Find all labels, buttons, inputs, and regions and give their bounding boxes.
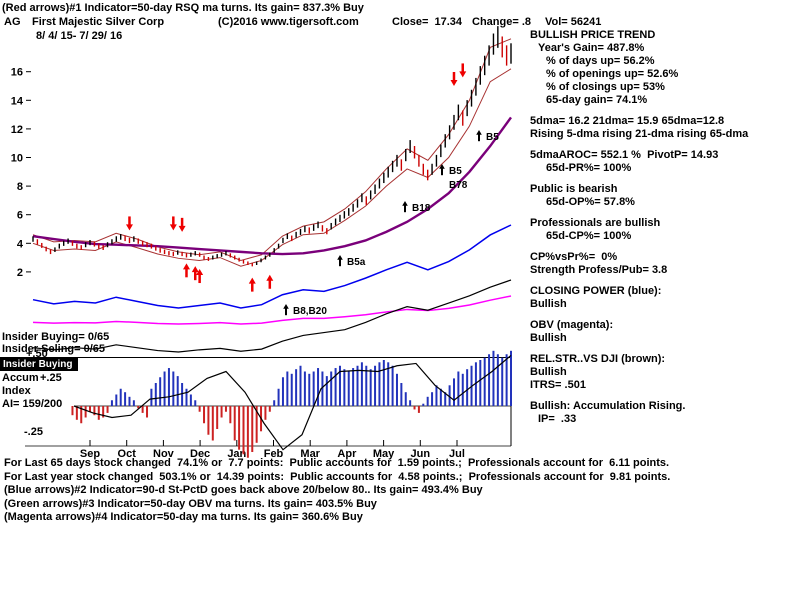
company-name: First Majestic Silver Corp xyxy=(32,16,165,28)
right-panel-line: Year's Gain= 487.8% xyxy=(538,42,645,54)
right-panel-line: 65d-PR%= 100% xyxy=(546,162,632,174)
footer-line: (Magenta arrows)#4 Indicator=50-day ma t… xyxy=(4,511,363,524)
volume-value: Vol= 56241 xyxy=(545,16,602,28)
svg-text:Jul: Jul xyxy=(449,448,465,460)
svg-text:B5a: B5a xyxy=(347,257,366,268)
footer-summary: For Last 65 days stock changed 74.1% or … xyxy=(4,457,800,525)
svg-text:Sep: Sep xyxy=(80,448,100,460)
right-panel-line: Bullish xyxy=(530,298,567,310)
right-panel-line: CLOSING POWER (blue): xyxy=(530,285,662,297)
right-panel-line: % of days up= 56.2% xyxy=(546,55,655,67)
svg-text:Jun: Jun xyxy=(411,448,431,460)
right-panel-line: CP%vsPr%= 0% xyxy=(530,251,618,263)
svg-text:Oct: Oct xyxy=(118,448,137,460)
right-panel-line: Bullish: Accumulation Rising. xyxy=(530,400,686,412)
svg-text:B5: B5 xyxy=(486,132,499,143)
svg-text:B78: B78 xyxy=(449,180,468,191)
accum-label: Accum xyxy=(2,372,39,384)
svg-text:B5: B5 xyxy=(449,166,462,177)
right-panel-line: ITRS= .501 xyxy=(530,379,586,391)
svg-text:Mar: Mar xyxy=(300,448,320,460)
svg-text:Feb: Feb xyxy=(264,448,284,460)
accum-axis-minus25: -.25 xyxy=(24,426,43,438)
right-panel-line: Professionals are bullish xyxy=(530,217,661,229)
insider-buying-box: Insider Buying xyxy=(0,358,78,371)
right-panel-line: Rising 5-dma rising 21-dma rising 65-dma xyxy=(530,128,749,140)
svg-text:4: 4 xyxy=(17,238,24,250)
svg-text:14: 14 xyxy=(11,95,24,107)
right-panel-line: 5dmaAROC= 552.1 % PivotP= 14.93 xyxy=(530,149,719,161)
right-panel-line: 5dma= 16.2 21dma= 15.9 65dma=12.8 xyxy=(530,115,725,127)
right-panel-line: 65-day gain= 74.1% xyxy=(546,94,648,106)
svg-text:Apr: Apr xyxy=(337,448,357,460)
accum-axis-plus25: +.25 xyxy=(40,372,62,384)
date-range: 8/ 4/ 15- 7/ 29/ 16 xyxy=(36,30,123,42)
right-panel-line: REL.STR..VS DJI (brown): xyxy=(530,353,666,365)
footer-line: (Blue arrows)#2 Indicator=90-d St-PctD g… xyxy=(4,484,483,497)
insider-selling-count: Insider Seling= 0/65 xyxy=(2,343,106,355)
right-panel-line: % of closings up= 53% xyxy=(546,81,665,93)
price-chart-svg: 2 4 6 8 10 12 14 16 Sep Oct Nov Dec Jan Feb Mar Apr May J… xyxy=(0,26,512,460)
right-panel-line: Strength Profess/Pub= 3.8 xyxy=(530,264,668,276)
close-price: Close= 17.34 xyxy=(392,16,463,28)
statistics-panel: BULLISH PRICE TREND Year's Gain= 487.8%% … xyxy=(530,29,798,426)
index-label: Index xyxy=(2,385,31,397)
svg-text:16: 16 xyxy=(11,67,23,79)
svg-text:May: May xyxy=(373,448,395,460)
footer-line: For Last year stock changed 503.1% or 14… xyxy=(4,470,671,483)
change-value: Change= .8 xyxy=(472,16,531,28)
svg-text:Nov: Nov xyxy=(153,448,175,460)
svg-text:6: 6 xyxy=(17,210,23,222)
insider-buying-count: Insider Buying= 0/65 xyxy=(2,331,110,343)
svg-text:10: 10 xyxy=(11,153,23,165)
svg-text:Dec: Dec xyxy=(190,448,210,460)
svg-text:B18: B18 xyxy=(412,203,431,214)
svg-text:12: 12 xyxy=(11,124,23,136)
footer-line: For Last 65 days stock changed 74.1% or … xyxy=(4,457,670,469)
right-panel-line: OBV (magenta): xyxy=(530,319,614,331)
footer-line: (Green arrows)#3 Indicator=50-day OBV ma… xyxy=(4,497,377,510)
svg-text:B8,B20: B8,B20 xyxy=(293,306,327,317)
indicator1-header: (Red arrows)#1 Indicator=50-day RSQ ma t… xyxy=(2,2,364,14)
right-panel-line: Bullish xyxy=(530,332,567,344)
right-panel-line: 65d-OP%= 57.8% xyxy=(546,196,635,208)
right-panel-line: BULLISH PRICE TREND xyxy=(530,29,656,41)
right-panel-line: Bullish xyxy=(530,366,567,378)
svg-text:Jan: Jan xyxy=(227,448,246,460)
ticker-symbol: AG xyxy=(4,16,21,28)
right-panel-line: % of openings up= 52.6% xyxy=(546,68,679,80)
right-panel-line: 65d-CP%= 100% xyxy=(546,230,632,242)
accum-axis-plus50: +.50 xyxy=(26,348,48,360)
accumulation-index-value: AI= 159/200 xyxy=(2,398,63,410)
copyright-text: (C)2016 www.tigersoft.com xyxy=(218,16,359,28)
svg-text:8: 8 xyxy=(17,181,23,193)
right-panel-line: Public is bearish xyxy=(530,183,618,195)
right-panel-line: IP= .33 xyxy=(538,413,577,425)
svg-text:2: 2 xyxy=(17,267,23,279)
